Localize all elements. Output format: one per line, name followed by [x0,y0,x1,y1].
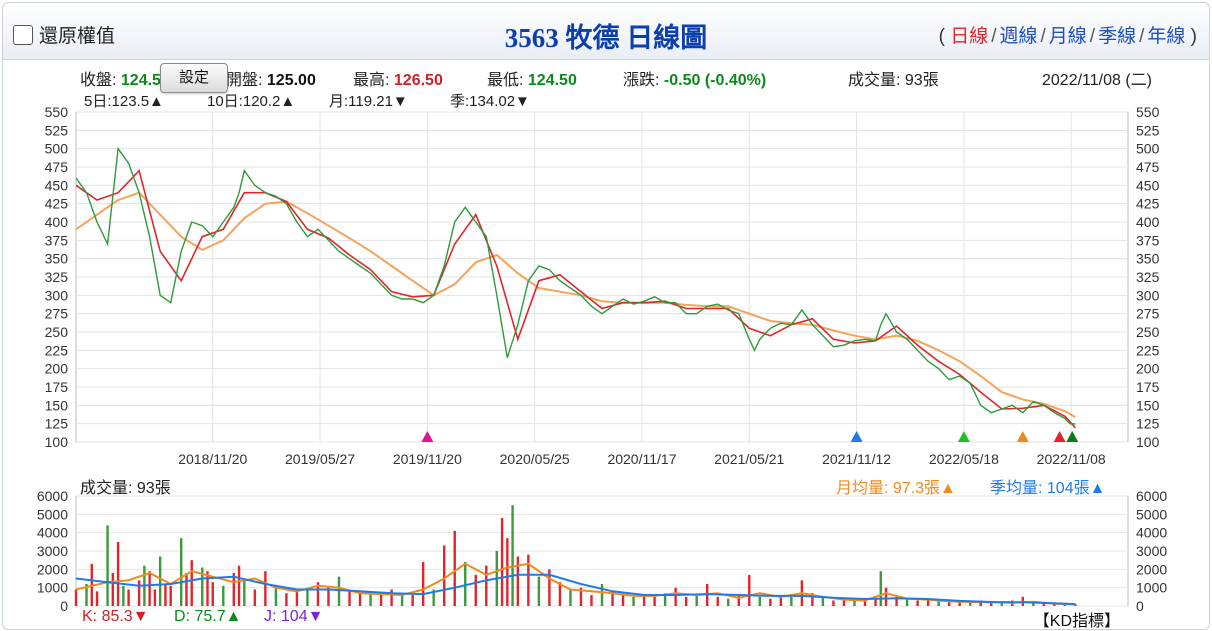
price-change: 漲跌: -0.50 (-0.40%) [623,66,766,90]
kd-k-value: K: 85.3▼ [82,608,149,625]
restore-rights-checkbox[interactable]: 還原權值 [13,21,115,48]
low-value: 124.50 [527,72,577,89]
volume-label: 成交量: [848,72,901,89]
paren-close: ) [1190,26,1197,47]
period-selector: ( 日線 / 週線 / 月線 / 季線 / 年線 ) [939,21,1197,48]
high-label: 最高: [353,72,390,89]
open-label: 開盤: [226,72,263,89]
change-label: 漲跌: [623,72,660,89]
change-value: -0.50 (-0.40%) [663,72,767,89]
low-label: 最低: [487,72,524,89]
kd-d-value: D: 75.7▲ [174,608,242,625]
high-price: 最高: 126.50 [353,66,443,90]
title-bar: 還原權值 3563 牧德 日線圖 ( 日線 / 週線 / 月線 / 季線 / 年線 ) [3,3,1209,60]
open-value: 125.00 [266,72,316,89]
quote-date: 2022/11/08 (二) [1042,72,1152,89]
ma-quarter-label: 季:134.02▼ [450,93,530,110]
low-price: 最低: 124.50 [487,66,577,90]
kd-j-value: J: 104▼ [264,608,324,625]
period-daily-link[interactable]: 日線 [950,26,989,47]
separator: / [1139,26,1145,47]
period-monthly-link[interactable]: 月線 [1048,26,1087,47]
period-weekly-link[interactable]: 週線 [999,26,1038,47]
ma-month-label: 月:119.21▼ [329,93,408,110]
close-label: 收盤: [80,72,117,89]
separator: / [1040,26,1046,47]
period-quarterly-link[interactable]: 季線 [1098,26,1137,47]
quarter-avg-volume-label: 季均量: 104張▲ [990,480,1106,497]
kd-indicator-button[interactable]: 【KD指標】 [1033,613,1120,630]
volume-value: 93張 [904,72,939,89]
paren-open: ( [938,26,945,47]
checkbox-icon[interactable] [13,24,33,45]
period-yearly-link[interactable]: 年線 [1147,26,1186,47]
high-value: 126.50 [393,72,443,89]
restore-rights-label: 還原權值 [39,26,116,47]
ma10-label: 10日:120.2▲ [207,93,296,110]
volume-panel-label: 成交量: 93張 [80,480,171,497]
separator: / [1089,26,1096,47]
chart-title: 3563 牧德 日線圖 [504,23,708,53]
close-price: 收盤: 124.50 [80,66,170,90]
settings-button[interactable]: 設定 [160,63,228,93]
close-value: 124.50 [120,72,170,89]
open-price: 開盤: 125.00 [226,66,316,90]
ma5-label: 5日:123.5▲ [84,93,164,110]
separator: / [991,26,997,47]
month-avg-volume-label: 月均量: 97.3張▲ [836,480,956,497]
volume-info: 成交量: 93張 [848,66,939,90]
